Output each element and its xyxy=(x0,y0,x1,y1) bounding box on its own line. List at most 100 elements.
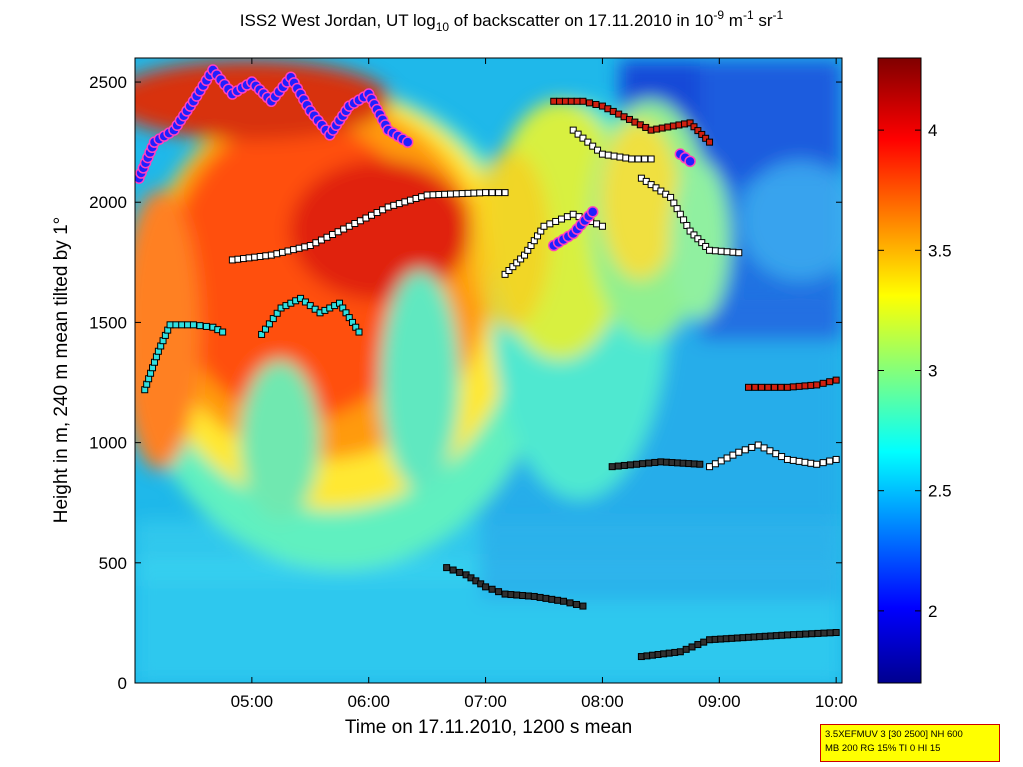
layer-marker xyxy=(729,248,737,256)
layer-marker xyxy=(569,126,577,134)
layer-marker xyxy=(706,138,714,146)
layer-marker xyxy=(593,220,601,228)
layer-marker xyxy=(556,97,564,105)
layer-marker xyxy=(633,460,641,468)
layer-marker xyxy=(586,206,599,218)
layer-marker xyxy=(832,455,840,463)
layer-marker xyxy=(690,231,698,239)
layer-marker xyxy=(700,638,708,646)
layer-marker xyxy=(783,383,791,391)
layer-marker xyxy=(686,227,694,235)
layer-marker xyxy=(566,599,574,607)
colorbar xyxy=(877,57,922,684)
layer-marker xyxy=(470,189,478,197)
layer-marker xyxy=(717,457,725,465)
layer-marker xyxy=(509,263,517,271)
layer-marker xyxy=(676,210,684,218)
layer-markers xyxy=(135,64,840,661)
title-superscript-3: -1 xyxy=(772,8,784,22)
layer-marker xyxy=(569,210,577,218)
layer-marker xyxy=(735,448,743,456)
layer-marker xyxy=(754,441,762,449)
layer-marker xyxy=(456,568,464,576)
layer-marker xyxy=(554,596,562,604)
layer-marker xyxy=(626,461,634,469)
layer-marker xyxy=(667,193,675,201)
layer-marker xyxy=(495,189,503,197)
layer-marker xyxy=(778,453,786,461)
colorbar-tick-label: 4 xyxy=(928,121,937,140)
layer-marker xyxy=(789,456,797,464)
layer-marker xyxy=(435,191,443,199)
layer-marker xyxy=(589,142,597,150)
layer-marker xyxy=(488,189,496,197)
layer-marker xyxy=(688,643,696,651)
layer-marker xyxy=(579,97,587,105)
layer-marker xyxy=(196,322,204,330)
heatmap-blobs xyxy=(135,60,842,683)
x-axis-label: Time on 17.11.2010, 1200 s mean xyxy=(344,717,633,738)
layer-marker xyxy=(202,322,210,330)
x-tick-label: 10:00 xyxy=(815,692,858,711)
layer-marker xyxy=(826,378,834,386)
layer-marker xyxy=(579,602,587,610)
layer-marker xyxy=(592,100,600,108)
layer-marker xyxy=(777,383,785,391)
layer-marker xyxy=(628,155,636,163)
layer-marker xyxy=(482,189,490,197)
layer-marker xyxy=(808,630,816,638)
layer-marker xyxy=(563,213,571,221)
layer-marker xyxy=(482,583,490,591)
layer-marker xyxy=(696,460,704,468)
layer-marker xyxy=(694,235,702,243)
layer-marker xyxy=(820,629,828,637)
layer-marker xyxy=(519,592,527,599)
layer-marker xyxy=(766,447,774,455)
layer-marker xyxy=(684,155,696,168)
title-unit-2: sr xyxy=(753,11,773,30)
layer-marker xyxy=(706,246,714,254)
x-axis: 05:00 06:00 07:00 08:00 09:00 10:00 xyxy=(231,58,858,711)
x-tick-label: 06:00 xyxy=(347,692,390,711)
layer-marker xyxy=(764,383,772,391)
title-superscript-2: -1 xyxy=(742,8,754,22)
layer-marker xyxy=(536,593,544,601)
layer-marker xyxy=(694,127,702,135)
layer-marker xyxy=(297,294,305,302)
layer-marker xyxy=(219,328,227,336)
layer-marker xyxy=(647,155,655,163)
layer-marker xyxy=(458,190,466,198)
layer-marker xyxy=(540,222,548,230)
layer-marker xyxy=(449,566,457,574)
title-unit-1: m xyxy=(724,11,743,30)
layer-marker xyxy=(559,597,567,605)
layer-marker xyxy=(269,315,277,323)
layer-marker xyxy=(530,592,538,600)
layer-marker xyxy=(548,595,556,603)
layer-marker xyxy=(495,588,503,596)
layer-marker xyxy=(476,189,484,197)
layer-marker xyxy=(698,239,706,247)
info-line-1: 3.5XEFMUV 3 [30 2500] NH 600 xyxy=(825,729,963,740)
layer-marker xyxy=(795,457,803,465)
layer-marker xyxy=(683,221,691,229)
y-tick-label: 2000 xyxy=(89,193,127,212)
layer-marker xyxy=(620,461,628,469)
layer-marker xyxy=(690,123,698,131)
layer-marker xyxy=(184,321,192,329)
layer-marker xyxy=(826,457,834,465)
title-subscript: 10 xyxy=(435,20,450,34)
layer-marker xyxy=(501,189,509,197)
layer-marker xyxy=(189,321,197,329)
layer-marker xyxy=(711,460,719,468)
layer-marker xyxy=(561,97,569,105)
layer-marker xyxy=(729,451,737,459)
layer-marker xyxy=(513,259,521,267)
layer-marker xyxy=(670,199,678,207)
layer-marker xyxy=(682,645,690,653)
layer-marker xyxy=(819,379,827,387)
layer-marker xyxy=(801,458,809,466)
title-prefix: ISS2 West Jordan, UT log xyxy=(239,11,436,30)
info-box: 3.5XEFMUV 3 [30 2500] NH 600 MB 200 RG 1… xyxy=(820,724,1000,762)
layer-marker xyxy=(542,594,550,602)
